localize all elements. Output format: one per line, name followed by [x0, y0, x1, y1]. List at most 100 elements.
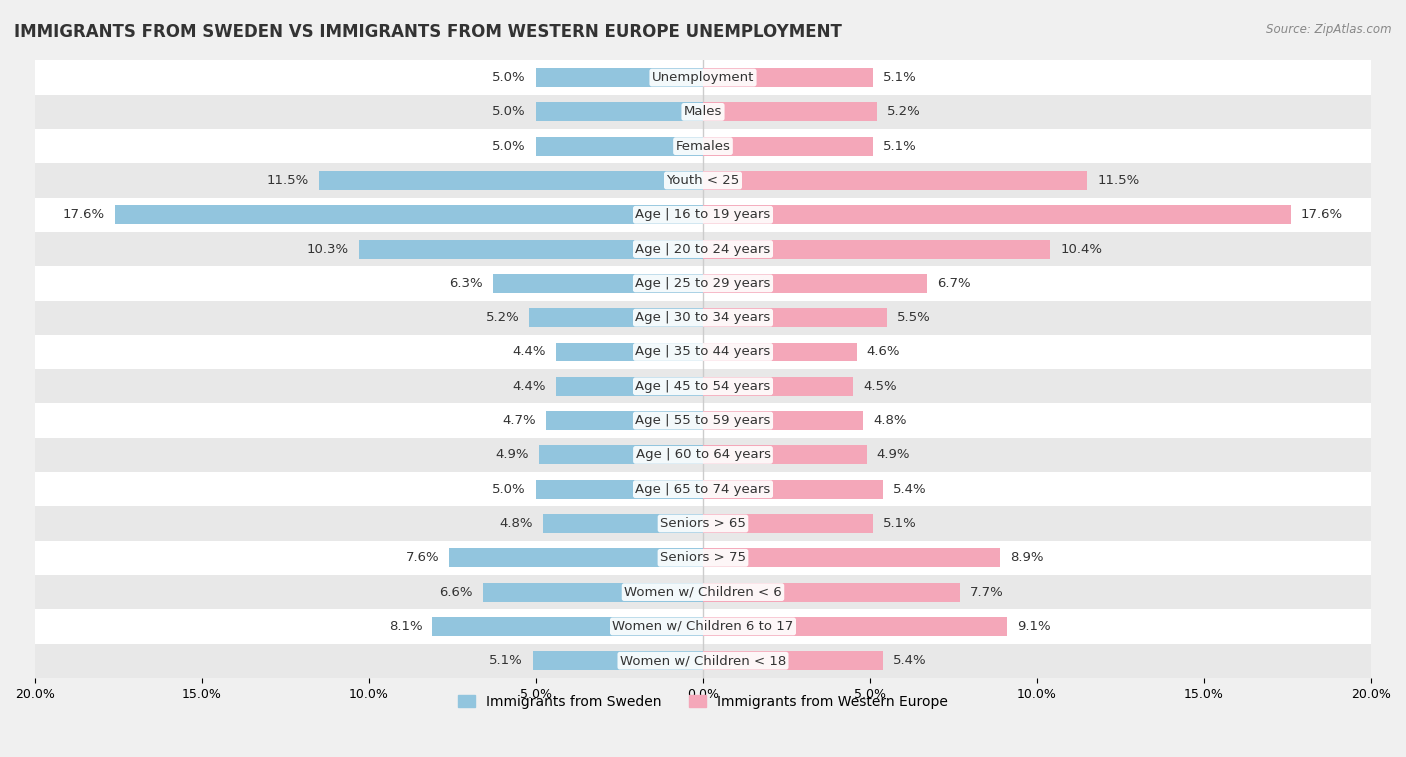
- Bar: [546, 411, 703, 430]
- Bar: [703, 205, 1291, 224]
- Text: 11.5%: 11.5%: [1097, 174, 1139, 187]
- Bar: [529, 308, 703, 327]
- Text: 5.5%: 5.5%: [897, 311, 931, 324]
- Text: 9.1%: 9.1%: [1017, 620, 1050, 633]
- Bar: [35, 403, 1371, 438]
- Text: 5.0%: 5.0%: [492, 483, 526, 496]
- Bar: [703, 480, 883, 499]
- Text: Women w/ Children < 6: Women w/ Children < 6: [624, 586, 782, 599]
- Bar: [703, 274, 927, 293]
- Bar: [703, 445, 866, 464]
- Bar: [703, 411, 863, 430]
- Bar: [703, 583, 960, 602]
- Bar: [703, 548, 1000, 567]
- Text: Females: Females: [675, 140, 731, 153]
- Bar: [555, 343, 703, 361]
- Bar: [35, 301, 1371, 335]
- Bar: [536, 137, 703, 156]
- Text: 17.6%: 17.6%: [63, 208, 105, 221]
- Text: 4.7%: 4.7%: [502, 414, 536, 427]
- Text: 4.9%: 4.9%: [877, 448, 910, 462]
- Bar: [543, 514, 703, 533]
- Text: Age | 65 to 74 years: Age | 65 to 74 years: [636, 483, 770, 496]
- Bar: [35, 609, 1371, 643]
- Text: 6.6%: 6.6%: [439, 586, 472, 599]
- Text: 5.0%: 5.0%: [492, 105, 526, 118]
- Text: 4.4%: 4.4%: [513, 345, 546, 359]
- Text: Unemployment: Unemployment: [652, 71, 754, 84]
- Bar: [35, 369, 1371, 403]
- Bar: [536, 102, 703, 121]
- Bar: [703, 137, 873, 156]
- Text: Women w/ Children < 18: Women w/ Children < 18: [620, 654, 786, 667]
- Bar: [359, 240, 703, 259]
- Text: 5.1%: 5.1%: [883, 71, 917, 84]
- Bar: [35, 335, 1371, 369]
- Bar: [533, 651, 703, 670]
- Bar: [35, 61, 1371, 95]
- Text: Youth < 25: Youth < 25: [666, 174, 740, 187]
- Bar: [35, 643, 1371, 678]
- Bar: [35, 438, 1371, 472]
- Text: 17.6%: 17.6%: [1301, 208, 1343, 221]
- Bar: [35, 232, 1371, 266]
- Bar: [703, 617, 1007, 636]
- Text: 6.3%: 6.3%: [449, 277, 482, 290]
- Text: 8.9%: 8.9%: [1011, 551, 1043, 564]
- Bar: [703, 308, 887, 327]
- Text: 7.6%: 7.6%: [405, 551, 439, 564]
- Bar: [35, 129, 1371, 164]
- Text: 5.2%: 5.2%: [887, 105, 921, 118]
- Bar: [540, 445, 703, 464]
- Text: 4.8%: 4.8%: [873, 414, 907, 427]
- Bar: [319, 171, 703, 190]
- Text: Women w/ Children 6 to 17: Women w/ Children 6 to 17: [613, 620, 793, 633]
- Bar: [35, 95, 1371, 129]
- Bar: [115, 205, 703, 224]
- Text: 5.1%: 5.1%: [489, 654, 523, 667]
- Text: 6.7%: 6.7%: [936, 277, 970, 290]
- Text: Age | 20 to 24 years: Age | 20 to 24 years: [636, 242, 770, 256]
- Text: Age | 60 to 64 years: Age | 60 to 64 years: [636, 448, 770, 462]
- Bar: [536, 480, 703, 499]
- Text: Seniors > 75: Seniors > 75: [659, 551, 747, 564]
- Text: 5.2%: 5.2%: [485, 311, 519, 324]
- Bar: [35, 164, 1371, 198]
- Bar: [35, 472, 1371, 506]
- Text: 4.6%: 4.6%: [866, 345, 900, 359]
- Bar: [433, 617, 703, 636]
- Text: Males: Males: [683, 105, 723, 118]
- Bar: [703, 514, 873, 533]
- Text: Age | 30 to 34 years: Age | 30 to 34 years: [636, 311, 770, 324]
- Text: Age | 16 to 19 years: Age | 16 to 19 years: [636, 208, 770, 221]
- Text: 10.4%: 10.4%: [1060, 242, 1102, 256]
- Text: IMMIGRANTS FROM SWEDEN VS IMMIGRANTS FROM WESTERN EUROPE UNEMPLOYMENT: IMMIGRANTS FROM SWEDEN VS IMMIGRANTS FRO…: [14, 23, 842, 41]
- Bar: [703, 102, 877, 121]
- Text: 5.4%: 5.4%: [893, 483, 927, 496]
- Text: Source: ZipAtlas.com: Source: ZipAtlas.com: [1267, 23, 1392, 36]
- Legend: Immigrants from Sweden, Immigrants from Western Europe: Immigrants from Sweden, Immigrants from …: [453, 689, 953, 714]
- Text: Age | 35 to 44 years: Age | 35 to 44 years: [636, 345, 770, 359]
- Bar: [703, 171, 1087, 190]
- Text: Age | 25 to 29 years: Age | 25 to 29 years: [636, 277, 770, 290]
- Text: 11.5%: 11.5%: [267, 174, 309, 187]
- Text: 4.8%: 4.8%: [499, 517, 533, 530]
- Bar: [35, 506, 1371, 540]
- Text: 7.7%: 7.7%: [970, 586, 1004, 599]
- Text: Age | 45 to 54 years: Age | 45 to 54 years: [636, 380, 770, 393]
- Text: 5.0%: 5.0%: [492, 71, 526, 84]
- Bar: [703, 68, 873, 87]
- Text: 5.4%: 5.4%: [893, 654, 927, 667]
- Text: 10.3%: 10.3%: [307, 242, 349, 256]
- Text: 5.1%: 5.1%: [883, 140, 917, 153]
- Text: 8.1%: 8.1%: [389, 620, 422, 633]
- Bar: [703, 240, 1050, 259]
- Text: 5.0%: 5.0%: [492, 140, 526, 153]
- Text: 4.4%: 4.4%: [513, 380, 546, 393]
- Bar: [449, 548, 703, 567]
- Bar: [35, 575, 1371, 609]
- Bar: [536, 68, 703, 87]
- Text: Age | 55 to 59 years: Age | 55 to 59 years: [636, 414, 770, 427]
- Bar: [35, 540, 1371, 575]
- Bar: [703, 343, 856, 361]
